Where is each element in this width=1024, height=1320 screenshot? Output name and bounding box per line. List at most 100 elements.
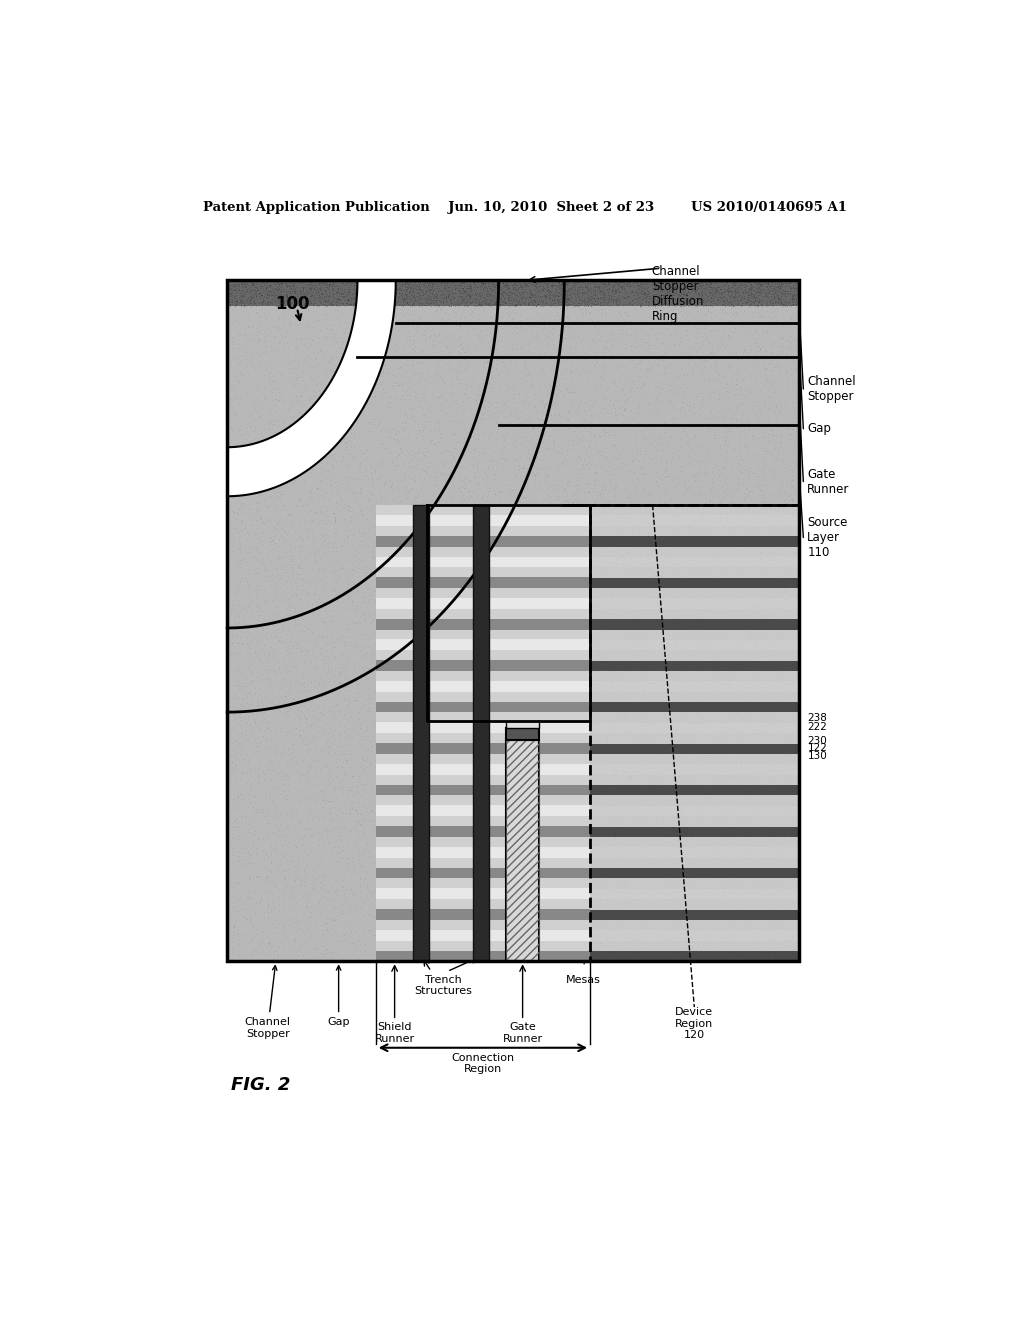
Point xyxy=(298,726,314,747)
Point xyxy=(274,527,291,548)
Point xyxy=(459,614,475,635)
Point xyxy=(664,812,680,833)
Point xyxy=(570,432,587,453)
Point xyxy=(666,281,682,302)
Point xyxy=(620,286,636,308)
Point xyxy=(348,292,365,313)
Point xyxy=(301,356,317,378)
Point xyxy=(338,272,354,293)
Point xyxy=(355,549,372,570)
Point xyxy=(226,470,243,491)
Point xyxy=(327,817,343,838)
Point xyxy=(390,486,407,507)
Point xyxy=(641,630,657,651)
Point xyxy=(633,909,649,931)
Point xyxy=(401,913,418,935)
Point xyxy=(780,913,797,935)
Point xyxy=(741,285,758,306)
Point xyxy=(667,276,683,297)
Point xyxy=(766,400,782,421)
Point xyxy=(424,279,440,300)
Point xyxy=(440,561,457,582)
Point xyxy=(432,286,449,308)
Point xyxy=(233,597,250,618)
Point xyxy=(744,726,761,747)
Point xyxy=(768,396,784,417)
Point xyxy=(454,875,470,896)
Point xyxy=(627,879,643,900)
Point xyxy=(229,370,246,391)
Point xyxy=(776,939,793,960)
Point xyxy=(758,949,774,970)
Point xyxy=(739,948,756,969)
Point xyxy=(473,312,489,333)
Point xyxy=(527,286,544,308)
Point xyxy=(743,847,760,869)
Point xyxy=(654,433,671,454)
Point xyxy=(318,304,335,325)
Point xyxy=(402,281,419,302)
Point xyxy=(767,432,783,453)
Point xyxy=(498,293,514,314)
Point xyxy=(468,271,484,292)
Point xyxy=(760,673,776,694)
Point xyxy=(625,906,641,927)
Point xyxy=(616,652,633,673)
Point xyxy=(592,949,608,970)
Point xyxy=(572,391,589,412)
Point xyxy=(452,446,468,467)
Point xyxy=(303,462,319,483)
Point xyxy=(715,529,731,550)
Point xyxy=(673,577,689,598)
Point xyxy=(248,866,264,887)
Point xyxy=(732,619,749,640)
Point xyxy=(236,907,252,928)
Point xyxy=(756,467,772,488)
Point xyxy=(255,455,271,477)
Point xyxy=(238,935,254,956)
Point xyxy=(590,286,606,308)
Point xyxy=(651,665,668,686)
Point xyxy=(226,900,243,921)
Point xyxy=(613,520,630,541)
Point xyxy=(485,279,502,300)
Point xyxy=(552,569,568,590)
Point xyxy=(714,821,730,842)
Point xyxy=(471,293,487,314)
Point xyxy=(605,828,622,849)
Point xyxy=(587,870,603,891)
Point xyxy=(676,315,692,337)
Point xyxy=(364,589,380,610)
Point xyxy=(563,832,580,853)
Point xyxy=(646,902,663,923)
Point xyxy=(712,800,728,821)
Point xyxy=(700,296,717,317)
Point xyxy=(222,878,239,899)
Point xyxy=(762,370,778,391)
Point xyxy=(520,858,537,879)
Point xyxy=(714,760,730,781)
Point xyxy=(578,467,594,488)
Point xyxy=(605,364,622,385)
Point xyxy=(708,726,724,747)
Point xyxy=(587,891,603,912)
Point xyxy=(756,832,772,853)
Point xyxy=(469,418,485,440)
Point xyxy=(456,294,472,315)
Point xyxy=(518,869,535,890)
Point xyxy=(759,276,775,297)
Point xyxy=(708,597,724,618)
Point xyxy=(539,279,555,300)
Point xyxy=(531,888,548,909)
Point xyxy=(335,273,351,294)
Point xyxy=(737,478,754,499)
Point xyxy=(274,294,291,315)
Point xyxy=(654,727,671,748)
Point xyxy=(228,792,245,813)
Point xyxy=(470,297,486,318)
Point xyxy=(600,792,616,813)
Point xyxy=(580,626,596,647)
Point xyxy=(586,655,602,676)
Point xyxy=(623,550,639,572)
Point xyxy=(614,754,631,775)
